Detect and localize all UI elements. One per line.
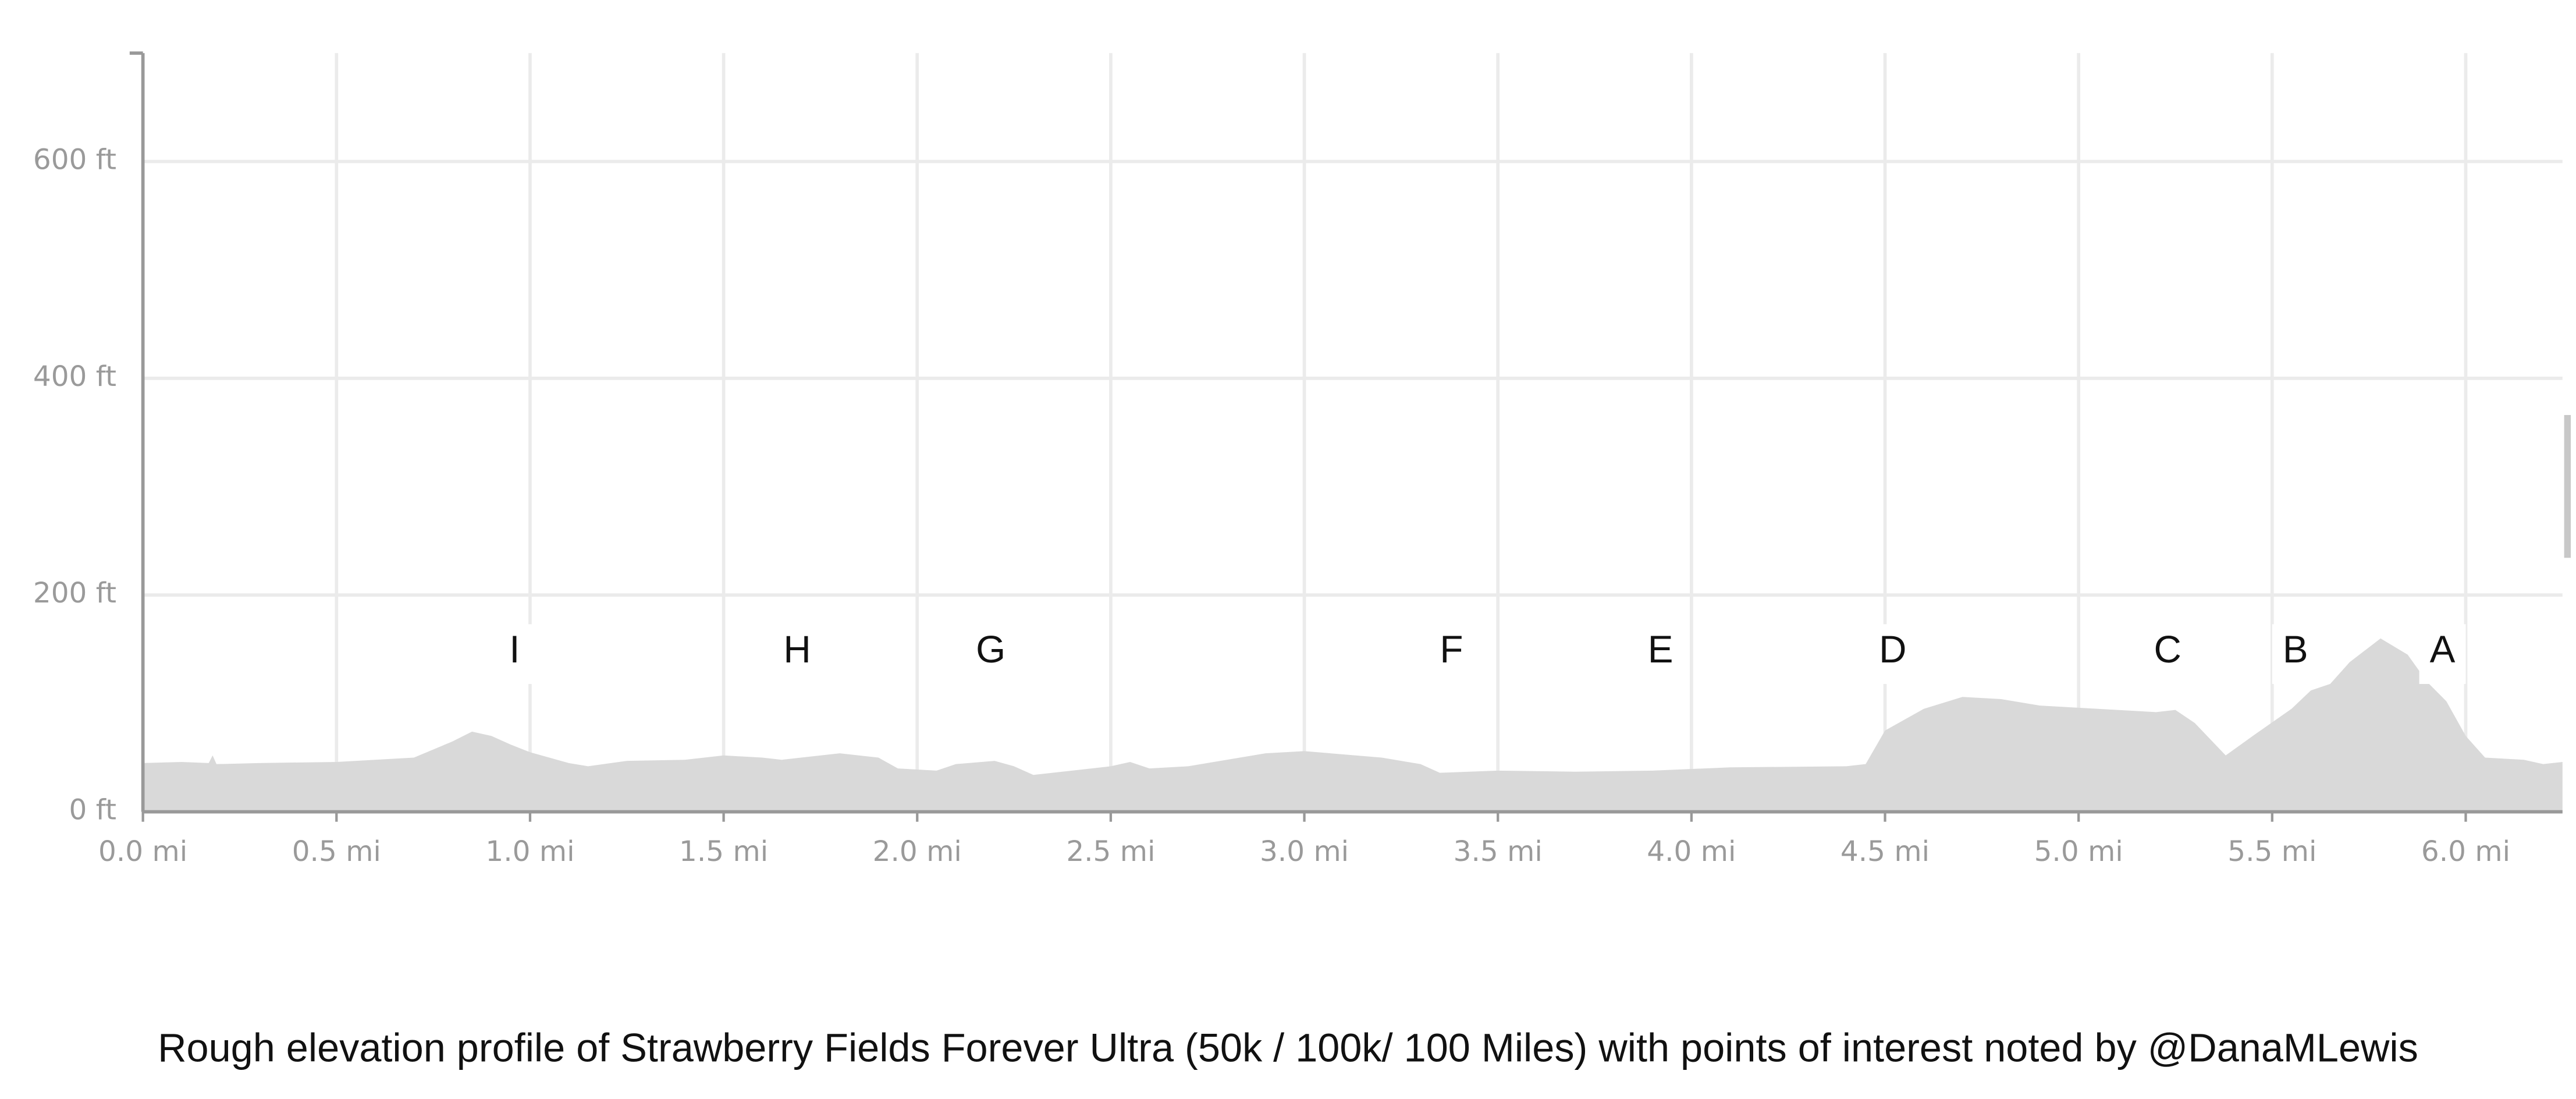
x-tick-label: 5.0 mi <box>2034 835 2123 868</box>
x-tick-label: 4.5 mi <box>1840 835 1930 868</box>
poi-label-bg <box>2144 624 2191 685</box>
poi-label: E <box>1648 628 1673 671</box>
elevation-area <box>143 638 2563 812</box>
poi-label: I <box>509 628 520 671</box>
poi-label-bg <box>1428 624 1475 685</box>
poi-label: F <box>1440 628 1463 671</box>
poi-label-bg <box>1869 624 1916 685</box>
x-tick-label: 3.5 mi <box>1454 835 1543 868</box>
x-tick-label: 2.5 mi <box>1066 835 1155 868</box>
poi-label-bg <box>774 624 820 685</box>
y-tick-label: 0 ft <box>69 794 116 827</box>
y-tick-label: 200 ft <box>33 577 116 609</box>
y-tick-label: 600 ft <box>33 143 116 176</box>
x-tick-label: 5.5 mi <box>2227 835 2316 868</box>
x-tick-label: 4.0 mi <box>1647 835 1736 868</box>
x-tick-label: 0.0 mi <box>98 835 187 868</box>
x-tick-label: 1.5 mi <box>679 835 768 868</box>
poi-label-bg <box>1637 624 1684 685</box>
x-tick-label: 6.0 mi <box>2421 835 2510 868</box>
poi-label: A <box>2430 628 2456 671</box>
x-tick-label: 2.0 mi <box>873 835 962 868</box>
poi-label-bg <box>2272 624 2319 685</box>
poi-label: B <box>2283 628 2308 671</box>
poi-label: D <box>1879 628 1906 671</box>
scrollbar <box>2564 414 2571 558</box>
x-tick-label: 0.5 mi <box>292 835 381 868</box>
poi-label: C <box>2154 628 2181 671</box>
poi-label: G <box>976 628 1005 671</box>
poi-label: H <box>783 628 811 671</box>
poi-label-bg <box>2419 624 2466 685</box>
x-tick-label: 1.0 mi <box>485 835 574 868</box>
poi-label-bg <box>967 624 1014 685</box>
caption: Rough elevation profile of Strawberry Fi… <box>158 1025 2418 1070</box>
y-tick-label: 400 ft <box>33 360 116 393</box>
x-tick-label: 3.0 mi <box>1260 835 1349 868</box>
poi-label-bg <box>491 624 538 685</box>
